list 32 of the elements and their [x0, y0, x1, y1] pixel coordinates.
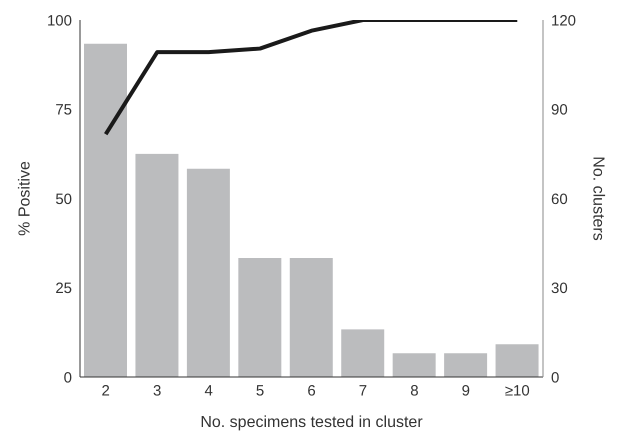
- y2-tick-label: 60: [551, 190, 568, 208]
- x-tick-label: 8: [410, 382, 419, 400]
- bar: [444, 353, 488, 377]
- x-tick-label: 7: [358, 382, 368, 400]
- y2-axis-title: No. clusters: [589, 156, 606, 241]
- y-tick-label: 25: [55, 280, 72, 298]
- x-tick-label: 2: [102, 382, 110, 400]
- bar: [290, 258, 333, 377]
- bar: [84, 44, 127, 377]
- y2-tick-label: 120: [551, 12, 576, 30]
- y2-tick-label: 90: [551, 102, 568, 119]
- y-tick-label: 75: [55, 102, 72, 119]
- y2-tick-label: 30: [551, 280, 568, 298]
- x-axis-title: No. specimens tested in cluster: [200, 414, 424, 431]
- x-tick-label: 6: [307, 382, 316, 400]
- y-axis-title: % Positive: [16, 161, 34, 236]
- bar: [392, 353, 436, 377]
- bar: [238, 258, 282, 377]
- bar: [341, 329, 384, 377]
- bar: [496, 344, 539, 377]
- x-tick-label: 5: [256, 382, 264, 400]
- y-tick-label: 0: [64, 369, 72, 386]
- x-tick-label: 3: [152, 382, 162, 400]
- y2-tick-label: 0: [551, 369, 560, 386]
- x-tick-label: 9: [462, 382, 470, 400]
- y-tick-label: 100: [46, 12, 72, 30]
- bar: [186, 168, 230, 377]
- line-series: [104, 20, 520, 136]
- x-tick-label: 4: [204, 382, 213, 400]
- y-tick-label: 50: [55, 190, 72, 208]
- bar: [135, 154, 178, 377]
- x-tick-label: ≥10: [504, 382, 530, 400]
